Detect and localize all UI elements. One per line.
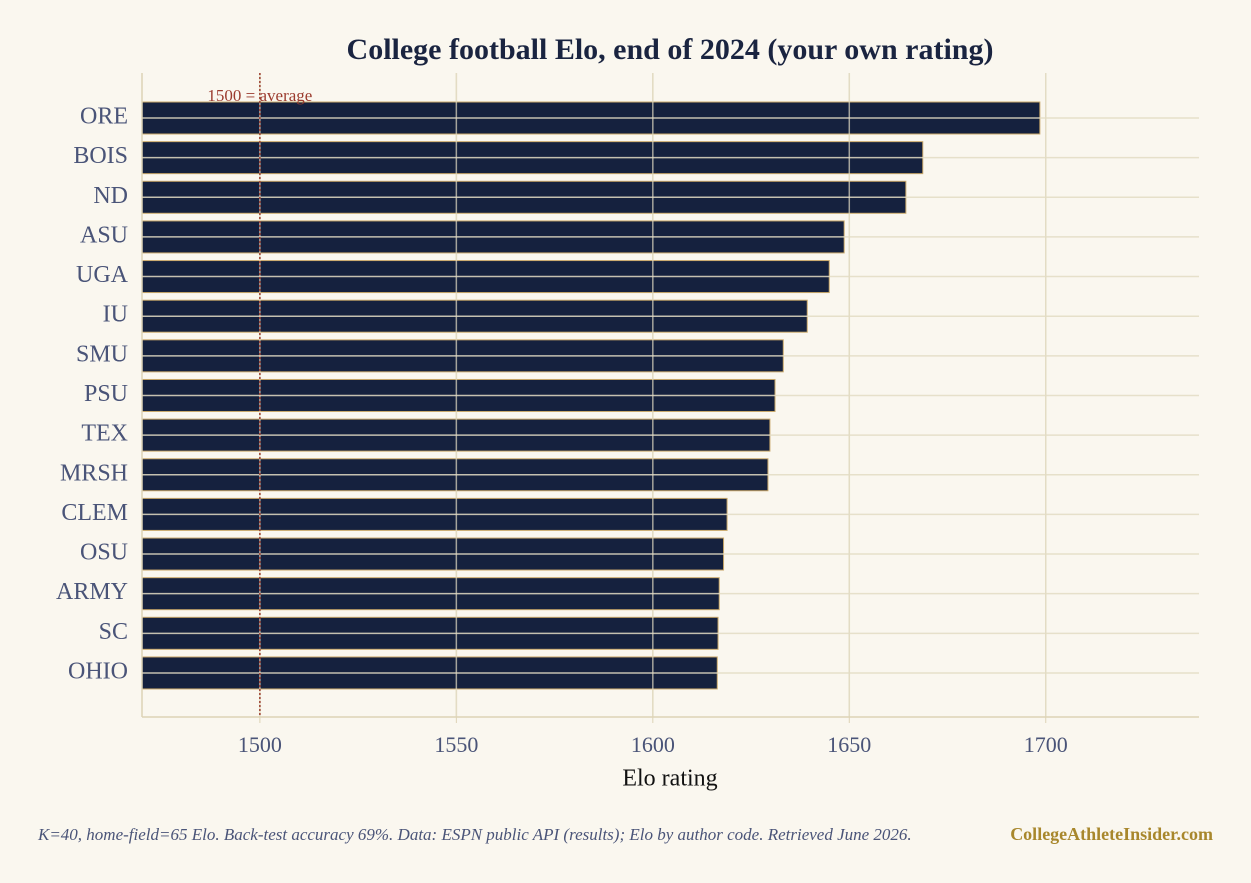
y-tick-label: OSU [80, 540, 128, 566]
y-tick-label: PSU [84, 381, 128, 407]
x-tick-label: 1550 [434, 732, 478, 757]
y-tick-label: MRSH [60, 460, 128, 486]
x-axis-label: Elo rating [622, 766, 717, 792]
x-tick-label: 1600 [631, 732, 675, 757]
x-tick-label: 1500 [238, 732, 282, 757]
y-tick-label: UGA [76, 262, 129, 288]
y-tick-label: CLEM [61, 500, 128, 526]
footnote: K=40, home-field=65 Elo. Back-test accur… [37, 825, 912, 844]
y-tick-label: OHIO [68, 658, 128, 684]
y-tick-label: ARMY [56, 579, 128, 605]
chart-title: College football Elo, end of 2024 (your … [347, 33, 994, 66]
y-tick-label: TEX [81, 421, 128, 447]
y-tick-label: IU [103, 302, 128, 328]
reference-label: 1500 = average [207, 86, 312, 105]
y-tick-label: ORE [80, 104, 128, 130]
x-tick-label: 1650 [827, 732, 871, 757]
y-tick-label: ASU [80, 222, 128, 248]
y-tick-label: ND [93, 183, 128, 209]
watermark: CollegeAthleteInsider.com [1010, 824, 1213, 844]
y-tick-label: SMU [76, 341, 128, 367]
x-tick-label: 1700 [1024, 732, 1068, 757]
y-tick-label: BOIS [73, 143, 128, 169]
y-tick-label: SC [99, 619, 128, 645]
